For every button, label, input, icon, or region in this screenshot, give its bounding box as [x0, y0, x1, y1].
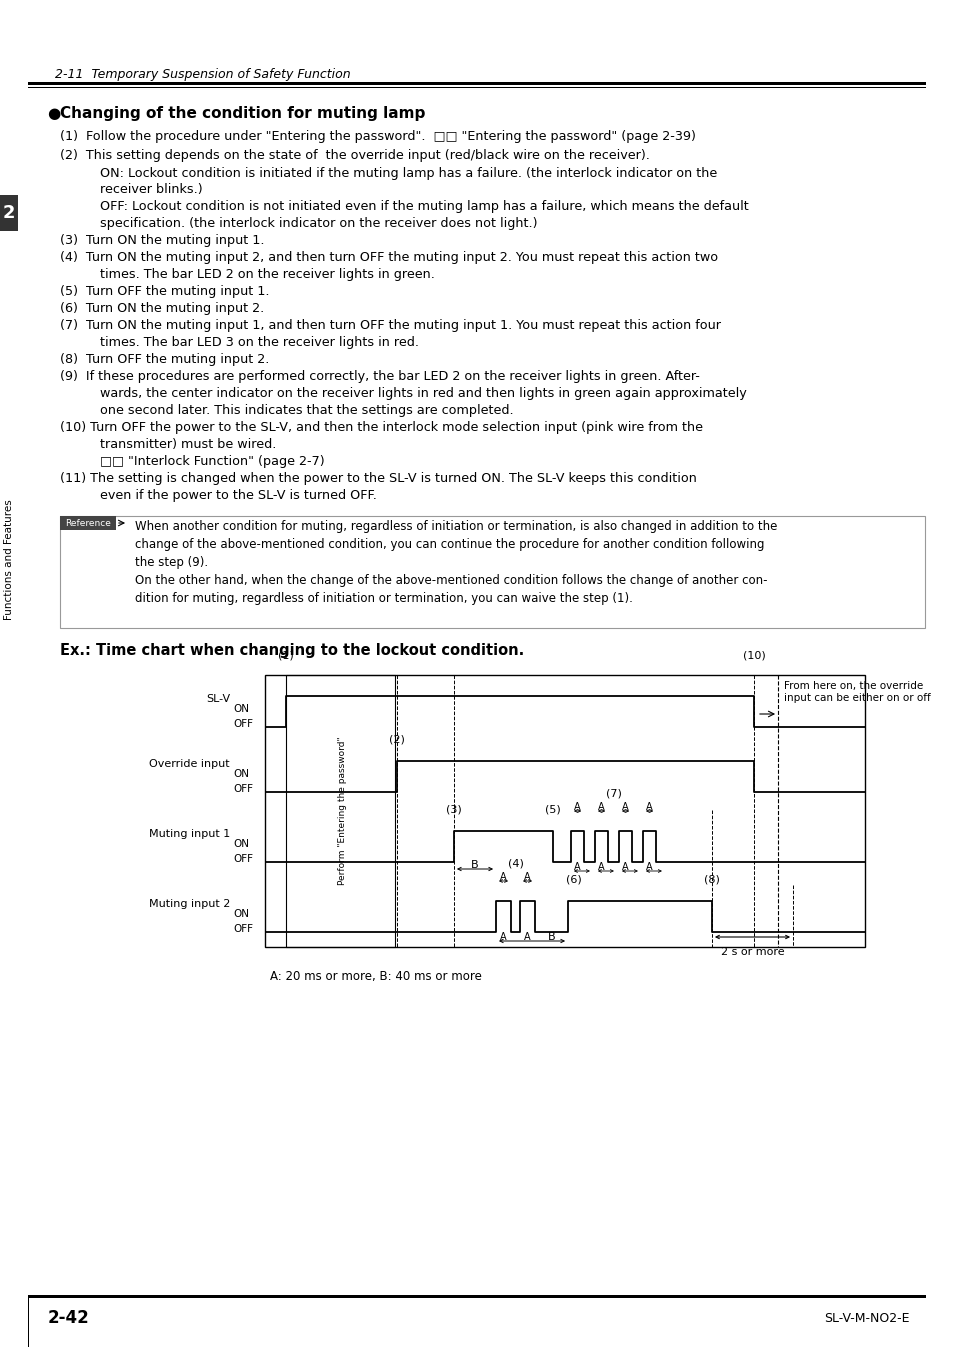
- Text: □□ "Interlock Function" (page 2-7): □□ "Interlock Function" (page 2-7): [100, 455, 324, 468]
- Text: A: A: [574, 863, 580, 872]
- Text: Functions and Features: Functions and Features: [4, 500, 14, 621]
- Text: (9)  If these procedures are performed correctly, the bar LED 2 on the receiver : (9) If these procedures are performed co…: [60, 370, 700, 383]
- Text: ●: ●: [47, 107, 60, 122]
- Text: (8): (8): [703, 875, 720, 886]
- Text: ON: Lockout condition is initiated if the muting lamp has a failure. (the interl: ON: Lockout condition is initiated if th…: [100, 167, 717, 180]
- Text: (1): (1): [278, 649, 294, 660]
- Text: A: A: [523, 931, 530, 942]
- Bar: [286, 675, 395, 946]
- Text: SL-V: SL-V: [206, 694, 230, 703]
- Bar: [28, 1295, 30, 1347]
- Bar: [60, 516, 924, 628]
- Text: even if the power to the SL-V is turned OFF.: even if the power to the SL-V is turned …: [100, 489, 376, 502]
- Text: the step (9).: the step (9).: [135, 556, 208, 568]
- Text: change of the above-mentioned condition, you can continue the procedure for anot: change of the above-mentioned condition,…: [135, 539, 763, 551]
- Text: (3): (3): [446, 805, 461, 815]
- Text: A: A: [523, 872, 530, 882]
- Text: times. The bar LED 3 on the receiver lights in red.: times. The bar LED 3 on the receiver lig…: [100, 336, 418, 350]
- Bar: [0, 194, 18, 231]
- Text: (5): (5): [544, 805, 560, 815]
- Text: A: A: [598, 863, 604, 872]
- Text: (11) The setting is changed when the power to the SL-V is turned ON. The SL-V ke: (11) The setting is changed when the pow…: [60, 472, 696, 485]
- Text: ON: ON: [233, 838, 249, 849]
- Text: On the other hand, when the change of the above-mentioned condition follows the : On the other hand, when the change of th…: [135, 574, 767, 587]
- Text: A: A: [499, 931, 506, 942]
- Text: 2 s or more: 2 s or more: [720, 946, 783, 957]
- Text: A: A: [621, 802, 628, 811]
- Text: times. The bar LED 2 on the receiver lights in green.: times. The bar LED 2 on the receiver lig…: [100, 269, 435, 281]
- Text: (7)  Turn ON the muting input 1, and then turn OFF the muting input 1. You must : (7) Turn ON the muting input 1, and then…: [60, 319, 720, 332]
- Text: OFF: OFF: [233, 923, 253, 934]
- Text: 2: 2: [3, 204, 15, 221]
- Text: ON: ON: [233, 909, 249, 919]
- Text: OFF: OFF: [233, 855, 253, 864]
- Text: receiver blinks.): receiver blinks.): [100, 184, 202, 196]
- Text: OFF: Lockout condition is not initiated even if the muting lamp has a failure, w: OFF: Lockout condition is not initiated …: [100, 200, 748, 213]
- Text: (7): (7): [605, 788, 621, 798]
- Text: ON: ON: [233, 703, 249, 714]
- Text: (2)  This setting depends on the state of  the override input (red/black wire on: (2) This setting depends on the state of…: [60, 148, 649, 162]
- Text: Muting input 1: Muting input 1: [149, 829, 230, 838]
- Text: wards, the center indicator on the receiver lights in red and then lights in gre: wards, the center indicator on the recei…: [100, 387, 746, 400]
- Text: specification. (the interlock indicator on the receiver does not light.): specification. (the interlock indicator …: [100, 217, 537, 230]
- Text: one second later. This indicates that the settings are completed.: one second later. This indicates that th…: [100, 404, 513, 417]
- Text: Changing of the condition for muting lamp: Changing of the condition for muting lam…: [60, 107, 425, 122]
- Text: A: A: [645, 863, 652, 872]
- Text: (4): (4): [507, 859, 523, 868]
- Text: transmitter) must be wired.: transmitter) must be wired.: [100, 437, 276, 451]
- Text: (8)  Turn OFF the muting input 2.: (8) Turn OFF the muting input 2.: [60, 352, 269, 366]
- Text: Ex.: Time chart when changing to the lockout condition.: Ex.: Time chart when changing to the loc…: [60, 643, 524, 657]
- Text: From here on, the override
input can be either on or off: From here on, the override input can be …: [783, 682, 930, 703]
- Text: (1)  Follow the procedure under "Entering the password".  □□ "Entering the passw: (1) Follow the procedure under "Entering…: [60, 130, 695, 143]
- Text: Reference: Reference: [65, 518, 111, 528]
- Bar: [28, 82, 925, 85]
- Text: (4)  Turn ON the muting input 2, and then turn OFF the muting input 2. You must : (4) Turn ON the muting input 2, and then…: [60, 251, 718, 265]
- Text: B: B: [547, 931, 555, 942]
- Text: A: A: [499, 872, 506, 882]
- Text: B: B: [471, 860, 478, 869]
- Text: OFF: OFF: [233, 784, 253, 794]
- Text: Override input: Override input: [150, 759, 230, 769]
- Text: (10) Turn OFF the power to the SL-V, and then the interlock mode selection input: (10) Turn OFF the power to the SL-V, and…: [60, 421, 702, 433]
- Text: A: A: [645, 802, 652, 811]
- Text: SL-V-M-NO2-E: SL-V-M-NO2-E: [823, 1311, 909, 1324]
- Text: ON: ON: [233, 769, 249, 779]
- Text: dition for muting, regardless of initiation or termination, you can waive the st: dition for muting, regardless of initiat…: [135, 593, 632, 605]
- Text: A: A: [574, 802, 580, 811]
- Text: (3)  Turn ON the muting input 1.: (3) Turn ON the muting input 1.: [60, 234, 264, 247]
- Text: (5)  Turn OFF the muting input 1.: (5) Turn OFF the muting input 1.: [60, 285, 269, 298]
- Text: Muting input 2: Muting input 2: [149, 899, 230, 909]
- Text: 2-11  Temporary Suspension of Safety Function: 2-11 Temporary Suspension of Safety Func…: [55, 68, 351, 81]
- Bar: [28, 1295, 925, 1297]
- Text: (6): (6): [565, 875, 581, 886]
- Text: Perform "Entering the password": Perform "Entering the password": [337, 737, 347, 886]
- Text: A: 20 ms or more, B: 40 ms or more: A: 20 ms or more, B: 40 ms or more: [270, 971, 481, 983]
- Text: (2): (2): [389, 734, 404, 745]
- Text: A: A: [598, 802, 604, 811]
- Text: 2-42: 2-42: [48, 1310, 90, 1327]
- Text: When another condition for muting, regardless of initiation or termination, is a: When another condition for muting, regar…: [135, 520, 777, 533]
- Text: (6)  Turn ON the muting input 2.: (6) Turn ON the muting input 2.: [60, 302, 264, 315]
- Bar: [265, 675, 864, 946]
- Bar: [60, 516, 116, 531]
- Text: A: A: [621, 863, 628, 872]
- Text: (10): (10): [741, 649, 764, 660]
- Text: OFF: OFF: [233, 720, 253, 729]
